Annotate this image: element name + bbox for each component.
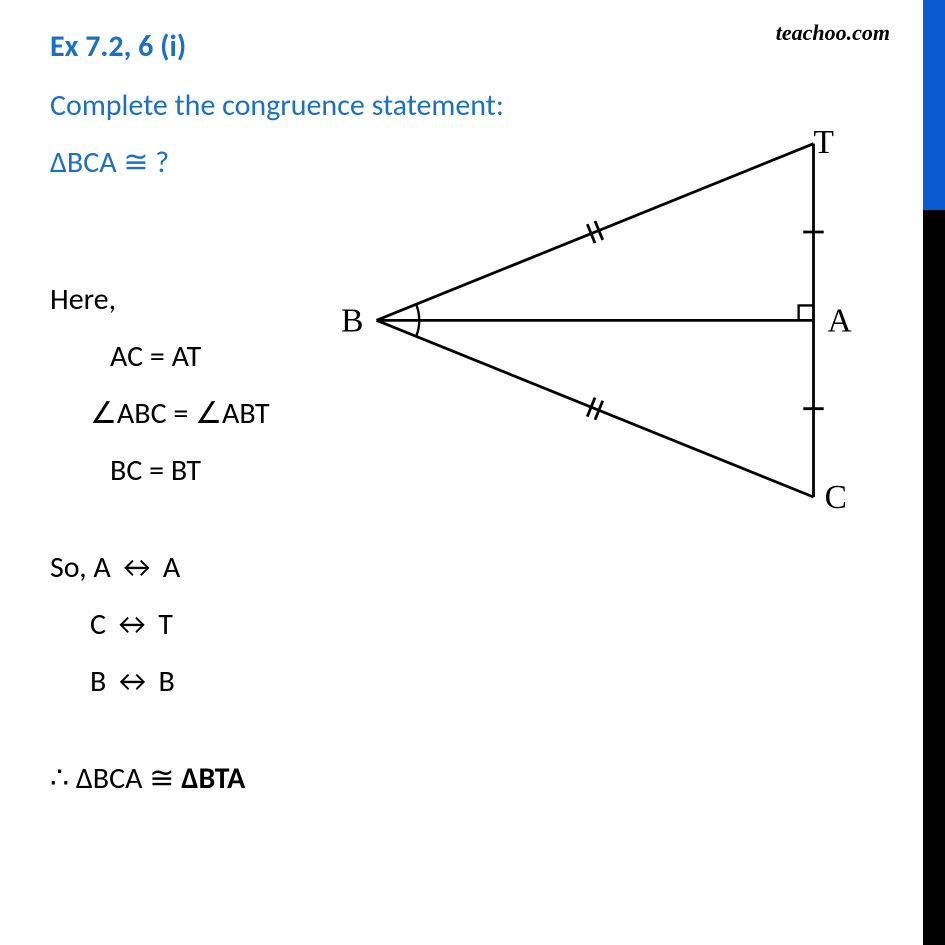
triangle-diagram: B T A C <box>330 115 860 535</box>
mapping-3: B ↔ B <box>50 653 905 710</box>
conclusion: ∴ ΔBCA ≅ ΔBTA <box>50 750 905 807</box>
svg-text:B: B <box>341 303 363 340</box>
mapping-2: C ↔ T <box>50 596 905 653</box>
svg-text:C: C <box>825 479 847 516</box>
mapping-so: So, A ↔ A <box>50 539 905 596</box>
conclusion-answer: ΔBTA <box>181 760 245 797</box>
svg-text:A: A <box>827 303 851 340</box>
svg-text:T: T <box>814 124 834 161</box>
page-content: teachoo.com Ex 7.2, 6 (i) Complete the c… <box>0 0 945 945</box>
conclusion-prefix: ∴ ΔBCA ≅ <box>50 760 181 797</box>
watermark: teachoo.com <box>776 20 890 46</box>
